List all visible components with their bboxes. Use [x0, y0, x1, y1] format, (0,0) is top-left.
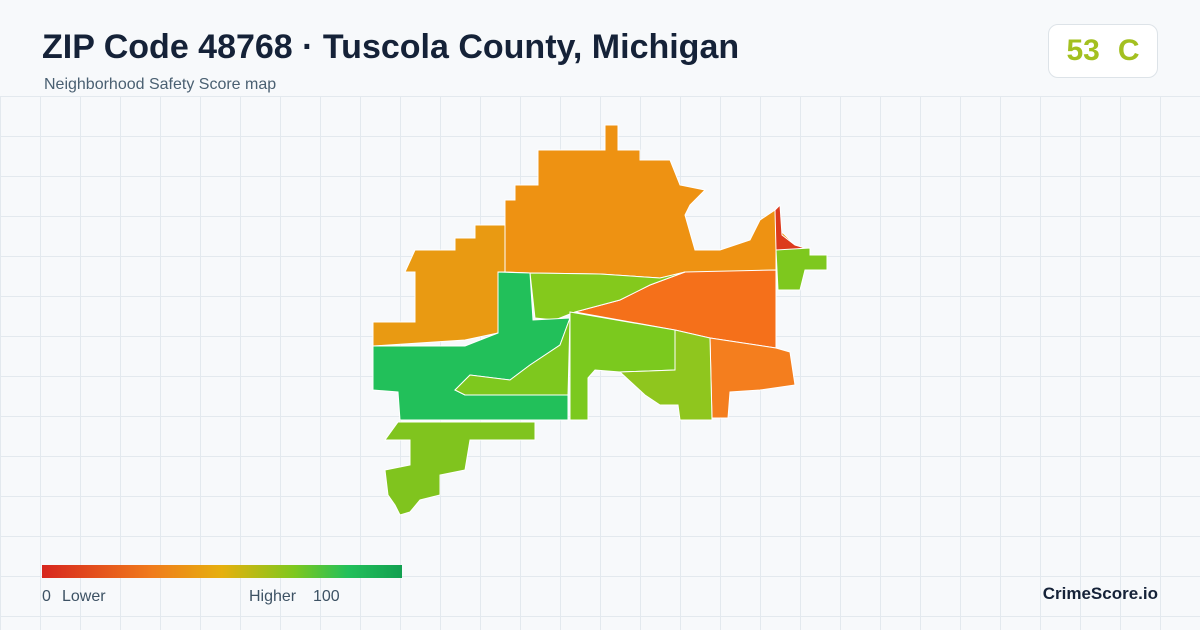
- score-value: 53: [1066, 34, 1100, 67]
- score-badge: 53 C: [1048, 24, 1158, 78]
- title: ZIP Code 48768 · Tuscola County, Michiga…: [42, 28, 740, 66]
- region: [454, 317, 571, 396]
- region: [774, 203, 806, 251]
- subtitle: Neighborhood Safety Score map: [44, 76, 277, 93]
- region: [775, 247, 828, 291]
- region: [384, 421, 536, 516]
- header: [0, 0, 1200, 96]
- legend-min-label: Lower: [62, 588, 106, 605]
- legend-gradient: [42, 565, 402, 578]
- legend-max: 100: [313, 588, 340, 605]
- region: [529, 271, 686, 321]
- region: [504, 124, 796, 279]
- region: [618, 329, 713, 421]
- legend-min: 0: [42, 588, 51, 605]
- brand: CrimeScore.io: [1042, 584, 1158, 603]
- legend-max-label: Higher: [249, 588, 297, 605]
- region: [372, 224, 506, 347]
- score-grade: C: [1117, 34, 1140, 67]
- region: [709, 337, 796, 419]
